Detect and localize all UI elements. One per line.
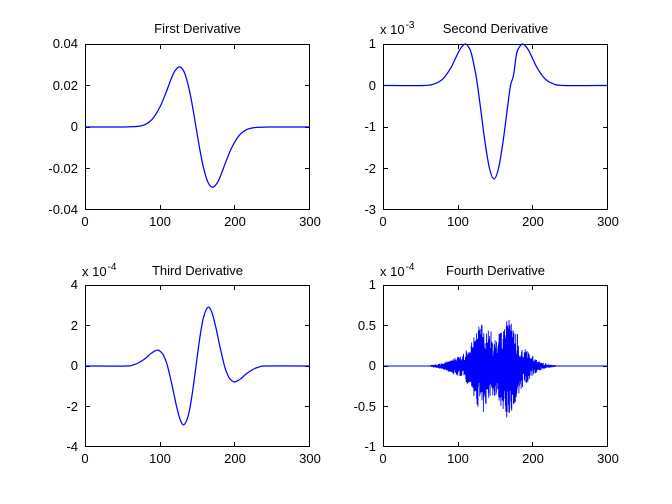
exponent-base: x 10 bbox=[82, 264, 107, 279]
data-line-first-derivative bbox=[84, 66, 311, 188]
x-tick-label: 200 bbox=[522, 214, 544, 229]
x-tick-label: 100 bbox=[149, 214, 171, 229]
data-line-second-derivative bbox=[382, 43, 609, 180]
plot-area-fourth-derivative bbox=[383, 285, 608, 447]
y-tick-label: 0 bbox=[70, 358, 78, 373]
exponent-base: x 10 bbox=[380, 22, 405, 37]
axes-box bbox=[383, 44, 608, 210]
y-axis-exponent-label: x 10-4 bbox=[380, 262, 415, 281]
exponent-power: -4 bbox=[405, 262, 415, 273]
plot-title-second-derivative: Second Derivative bbox=[442, 21, 549, 36]
data-noise-fourth-derivative bbox=[429, 319, 556, 418]
y-tick-label: -4 bbox=[66, 439, 78, 454]
plot-title-third-derivative: Third Derivative bbox=[151, 263, 244, 278]
x-tick-label: 100 bbox=[447, 214, 469, 229]
y-tick-label: -0.04 bbox=[48, 202, 78, 217]
y-tick-label: 0.5 bbox=[357, 317, 376, 333]
y-tick-label: -2 bbox=[364, 160, 376, 176]
axis-tick-marks bbox=[383, 44, 608, 210]
plot-title-fourth-derivative: Fourth Derivative bbox=[446, 263, 545, 278]
data-line-third-derivative bbox=[84, 306, 311, 426]
y-tick-label: 1 bbox=[368, 36, 376, 51]
x-tick-label: 100 bbox=[447, 451, 469, 466]
x-tick-label: 0 bbox=[81, 214, 89, 229]
y-tick-label: -0.02 bbox=[48, 160, 78, 176]
y-tick-label: -1 bbox=[364, 119, 376, 134]
y-tick-label: 4 bbox=[70, 277, 78, 292]
y-tick-label: 0 bbox=[368, 77, 376, 93]
exponent-base: x 10 bbox=[380, 264, 405, 279]
y-tick-label: 0.04 bbox=[52, 36, 78, 51]
exponent-power: -3 bbox=[405, 20, 415, 31]
x-tick-label: 200 bbox=[522, 451, 544, 466]
x-tick-label: 200 bbox=[224, 451, 246, 466]
exponent-power: -4 bbox=[107, 262, 117, 273]
y-tick-label: -1 bbox=[364, 439, 376, 454]
plot-area-second-derivative bbox=[382, 43, 609, 210]
y-tick-label: 0.02 bbox=[52, 77, 78, 93]
y-axis-exponent-label: x 10-4 bbox=[82, 262, 117, 281]
x-tick-label: 200 bbox=[224, 214, 246, 229]
y-axis-exponent-label: x 10-3 bbox=[380, 20, 415, 39]
x-tick-label: 0 bbox=[379, 451, 387, 466]
x-tick-label: 0 bbox=[379, 214, 387, 229]
plot-title-first-derivative: First Derivative bbox=[154, 21, 241, 36]
x-tick-label: 300 bbox=[597, 214, 619, 229]
y-tick-label: 2 bbox=[70, 317, 78, 333]
x-tick-label: 0 bbox=[81, 451, 89, 466]
x-tick-label: 100 bbox=[149, 451, 171, 466]
x-tick-label: 300 bbox=[597, 451, 619, 466]
y-tick-label: 0 bbox=[368, 358, 376, 373]
plot-area-first-derivative bbox=[84, 44, 311, 210]
x-tick-label: 300 bbox=[299, 451, 321, 466]
y-tick-label: 0 bbox=[70, 119, 78, 134]
y-tick-label: -2 bbox=[66, 398, 78, 414]
y-tick-label: -3 bbox=[364, 202, 376, 217]
y-tick-label: 1 bbox=[368, 277, 376, 292]
plot-area-third-derivative bbox=[84, 285, 311, 447]
y-tick-label: -0.5 bbox=[353, 398, 376, 414]
x-tick-label: 300 bbox=[299, 214, 321, 229]
